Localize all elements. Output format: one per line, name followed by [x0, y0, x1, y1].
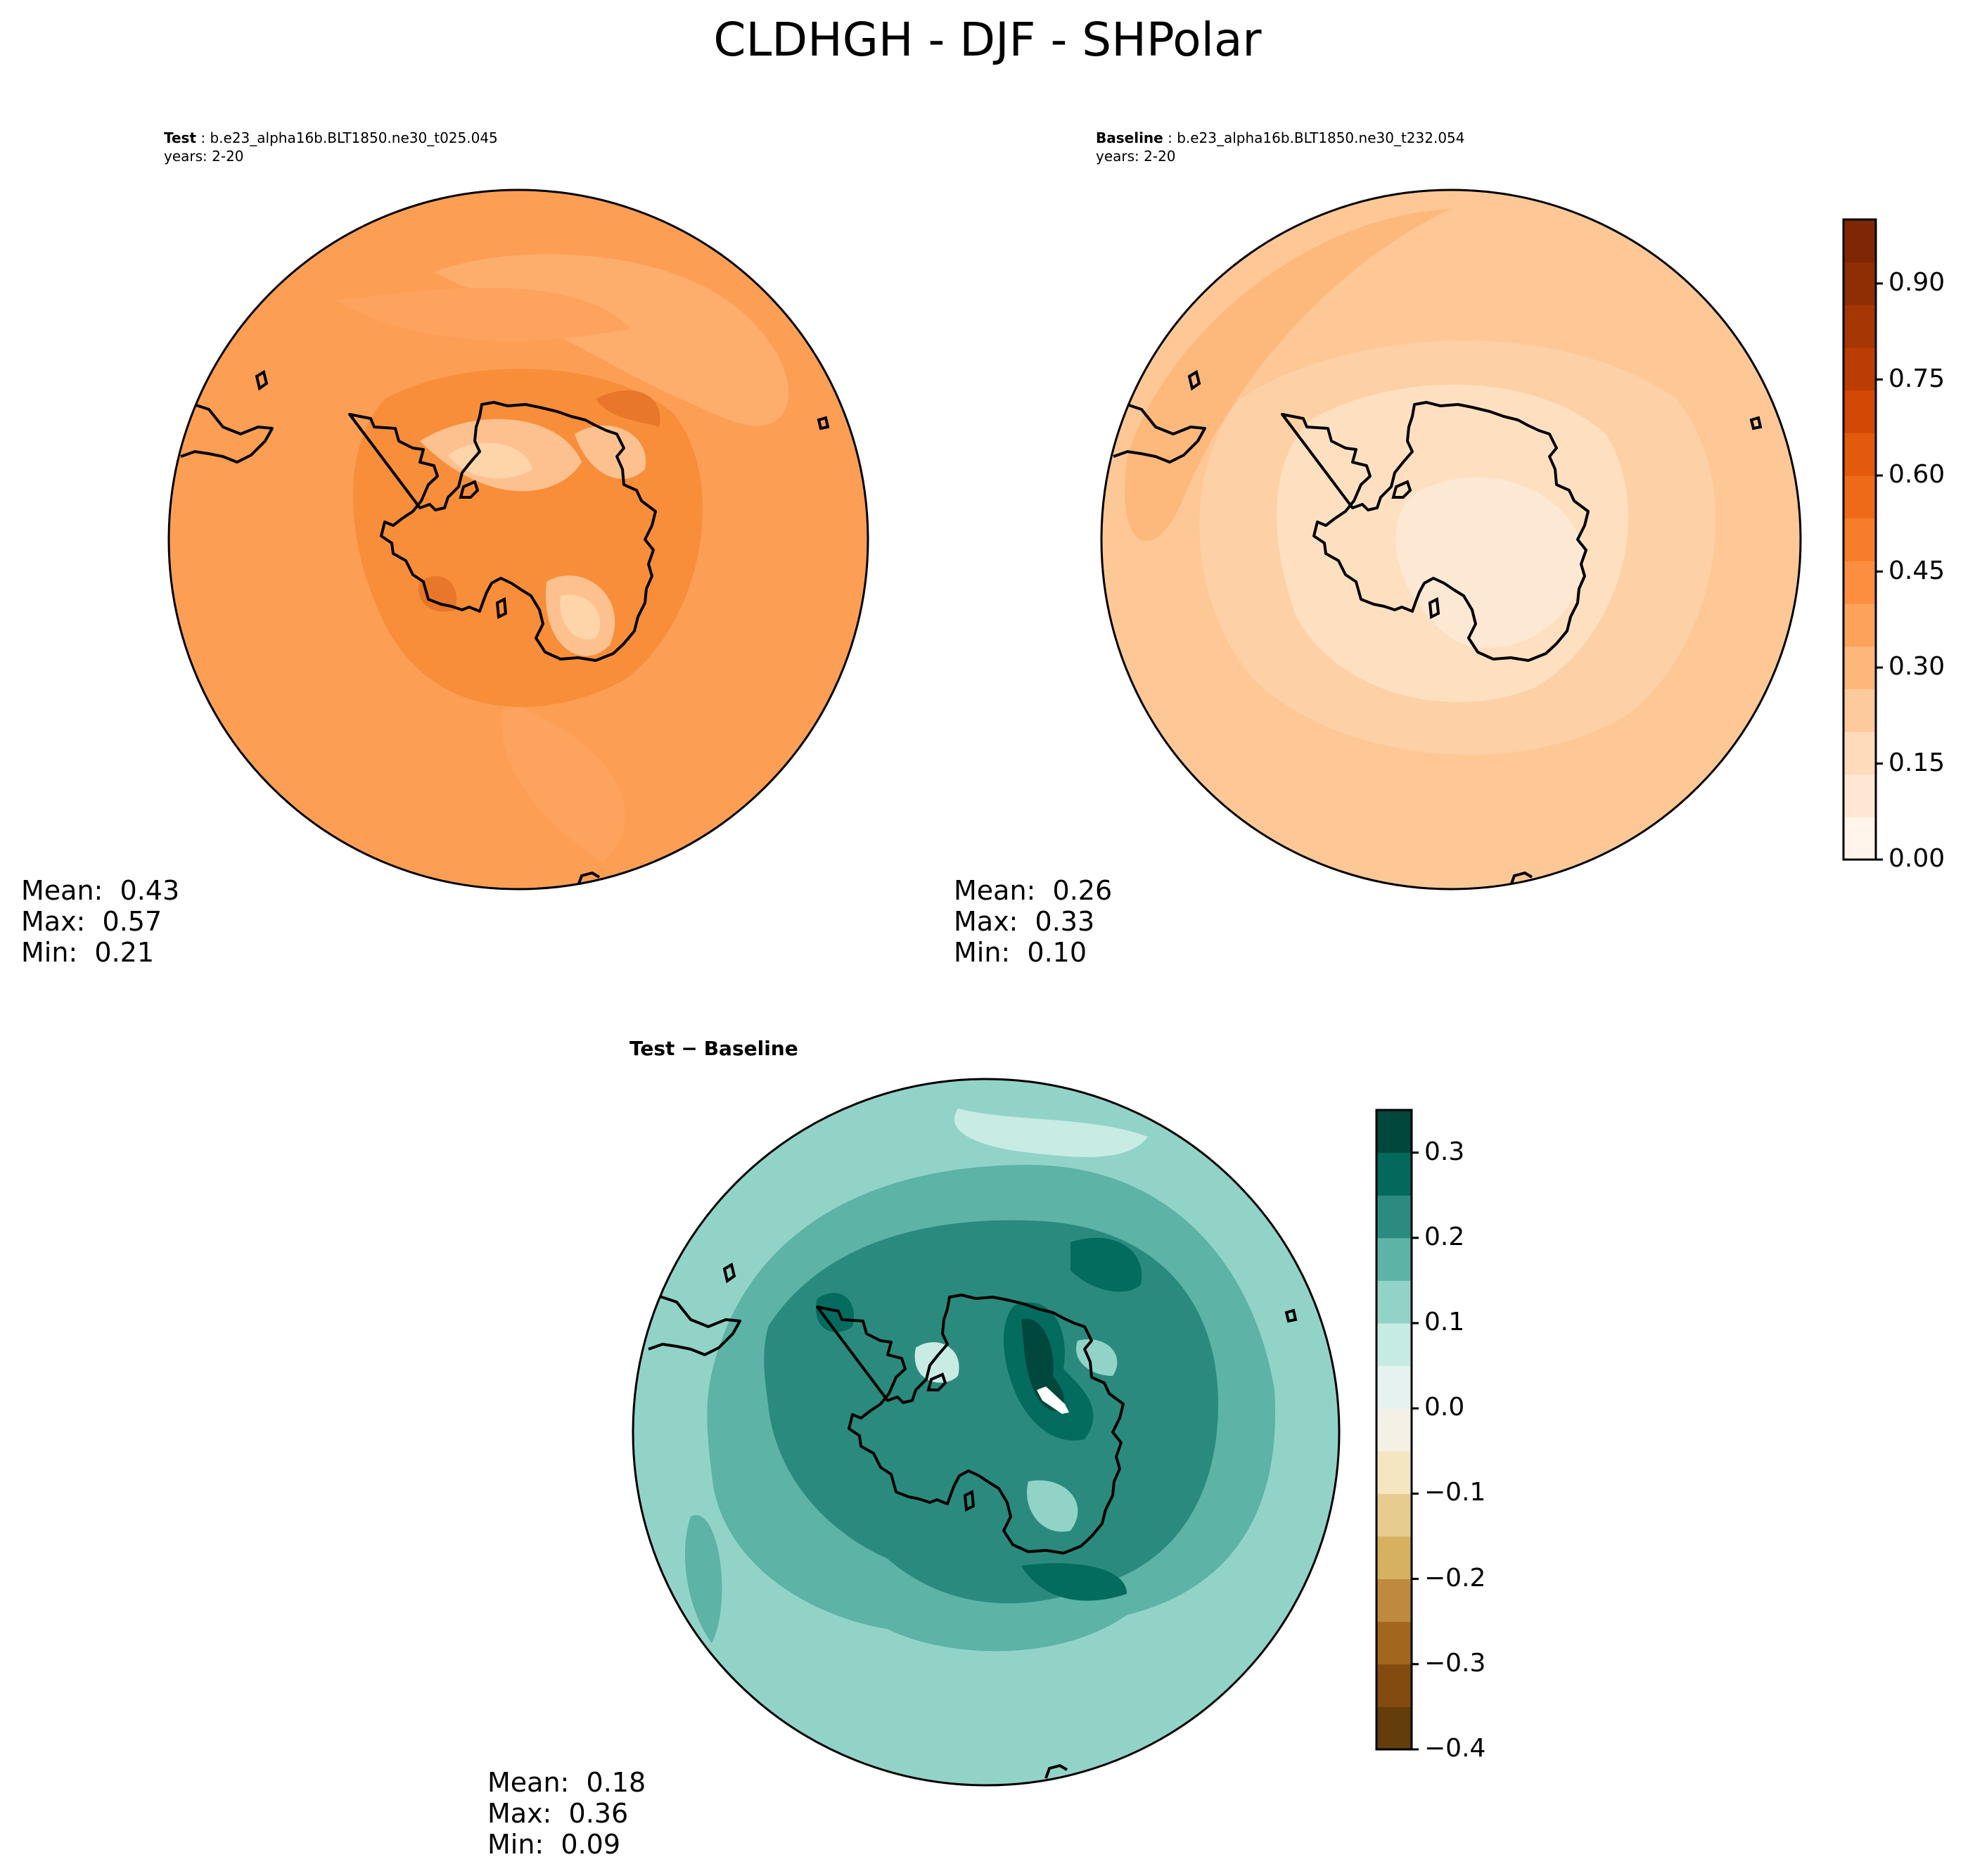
diff-colorbar-segment	[1376, 1621, 1412, 1665]
figure-title: CLDHGH - DJF - SHPolar	[713, 13, 1262, 67]
main-colorbar-tick-label: 0.45	[1888, 556, 1945, 585]
test-panel-title: Test : b.e23_alpha16b.BLT1850.ne30_t025.…	[164, 129, 498, 165]
diff-colorbar-frame	[1375, 1109, 1413, 1751]
test-case-name: b.e23_alpha16b.BLT1850.ne30_t025.045	[210, 129, 498, 146]
main-colorbar-tick-label: 0.75	[1888, 364, 1945, 393]
main-colorbar-segment	[1843, 433, 1876, 476]
diff-stats: Mean: 0.18 Max: 0.36 Min: 0.09	[487, 1767, 646, 1860]
diff-colorbar-segment	[1376, 1408, 1412, 1452]
main-colorbar-segment	[1843, 476, 1876, 519]
diff-colorbar-segment	[1376, 1195, 1412, 1239]
diff-colorbar-segment	[1376, 1152, 1412, 1196]
diff-colorbar-segment	[1376, 1493, 1412, 1537]
main-colorbar-segment	[1843, 262, 1876, 305]
main-colorbar-segment	[1843, 732, 1876, 775]
diff-min-label: Min:	[487, 1829, 544, 1860]
main-colorbar-tick-label: 0.30	[1888, 652, 1945, 681]
diff-colorbar-segment	[1376, 1450, 1412, 1494]
diff-colorbar-segment	[1376, 1536, 1412, 1580]
main-colorbar-tick-label: 0.90	[1888, 268, 1945, 297]
diff-colorbar-segment	[1376, 1280, 1412, 1324]
baseline-case-name: b.e23_alpha16b.BLT1850.ne30_t232.054	[1177, 129, 1465, 146]
baseline-panel-title: Baseline : b.e23_alpha16b.BLT1850.ne30_t…	[1096, 129, 1465, 165]
diff-colorbar-tick-label: 0.2	[1424, 1222, 1465, 1251]
test-max-label: Max:	[21, 906, 86, 937]
diff-colorbar-segment	[1376, 1323, 1412, 1367]
baseline-min-label: Min:	[954, 937, 1011, 968]
diff-mean-label: Mean:	[487, 1767, 570, 1798]
diff-colorbar-tick-label: −0.4	[1424, 1734, 1486, 1763]
test-mean-value: 0.43	[120, 875, 180, 906]
test-min-label: Min:	[21, 937, 78, 968]
baseline-min-value: 0.10	[1027, 937, 1087, 968]
main-colorbar-segment	[1843, 817, 1876, 860]
main-colorbar-segment	[1843, 305, 1876, 348]
diff-title-baseline: Baseline	[703, 1037, 798, 1060]
baseline-max-label: Max:	[954, 906, 1018, 937]
diff-colorbar-segment	[1376, 1237, 1412, 1281]
diff-colorbar-segment	[1376, 1365, 1412, 1409]
baseline-stats: Mean: 0.26 Max: 0.33 Min: 0.10	[954, 875, 1112, 968]
test-min-value: 0.21	[94, 937, 155, 968]
test-map-border	[167, 189, 869, 891]
baseline-mean-label: Mean:	[954, 875, 1036, 906]
main-colorbar-tick-label: 0.15	[1888, 748, 1945, 777]
test-mean-label: Mean:	[21, 875, 103, 906]
main-colorbar-segment	[1843, 689, 1876, 732]
diff-colorbar-segment	[1376, 1706, 1412, 1750]
diff-colorbar-segment	[1376, 1578, 1412, 1622]
test-map	[169, 190, 868, 889]
diff-max-value: 0.36	[568, 1798, 629, 1829]
diff-map	[633, 1079, 1339, 1785]
diff-max-label: Max:	[487, 1798, 552, 1829]
diff-colorbar-tick-label: 0.0	[1424, 1393, 1465, 1422]
diff-colorbar-tick-label: 0.1	[1424, 1308, 1465, 1336]
diff-map-border	[632, 1078, 1341, 1787]
diff-title-minus: −	[681, 1037, 698, 1060]
main-colorbar-segment	[1843, 347, 1876, 391]
main-colorbar-segment	[1843, 219, 1876, 263]
baseline-years: years: 2-20	[1096, 148, 1176, 165]
baseline-mean-value: 0.26	[1052, 875, 1113, 906]
diff-colorbar-segment	[1376, 1110, 1412, 1154]
main-colorbar-segment	[1843, 604, 1876, 647]
diff-colorbar-tick-label: −0.3	[1424, 1648, 1486, 1678]
test-label: Test	[164, 129, 197, 146]
test-years: years: 2-20	[164, 148, 244, 165]
baseline-map-border	[1100, 189, 1802, 891]
baseline-map	[1101, 190, 1801, 889]
diff-mean-value: 0.18	[586, 1767, 646, 1798]
main-colorbar-segment	[1843, 518, 1876, 561]
baseline-label: Baseline	[1096, 129, 1163, 146]
diff-colorbar	[1375, 1109, 1419, 1751]
test-stats: Mean: 0.43 Max: 0.57 Min: 0.21	[21, 875, 179, 968]
main-colorbar-segment	[1843, 774, 1876, 817]
diff-panel-title: Test − Baseline	[629, 1037, 798, 1060]
main-colorbar-frame	[1842, 218, 1877, 861]
diff-colorbar-tick-label: −0.2	[1424, 1563, 1486, 1593]
main-colorbar-tick-label: 0.00	[1888, 844, 1945, 873]
diff-colorbar-tick-label: −0.1	[1424, 1478, 1486, 1507]
baseline-max-value: 0.33	[1035, 906, 1095, 937]
diff-title-test: Test	[629, 1037, 675, 1060]
main-colorbar	[1842, 218, 1883, 861]
main-colorbar-tick-label: 0.60	[1888, 460, 1945, 489]
main-colorbar-segment	[1843, 561, 1876, 604]
main-colorbar-segment	[1843, 646, 1876, 689]
diff-min-value: 0.09	[561, 1829, 621, 1860]
test-max-value: 0.57	[102, 906, 162, 937]
main-colorbar-segment	[1843, 390, 1876, 433]
diff-colorbar-tick-label: 0.3	[1424, 1137, 1465, 1166]
diff-colorbar-segment	[1376, 1664, 1412, 1707]
